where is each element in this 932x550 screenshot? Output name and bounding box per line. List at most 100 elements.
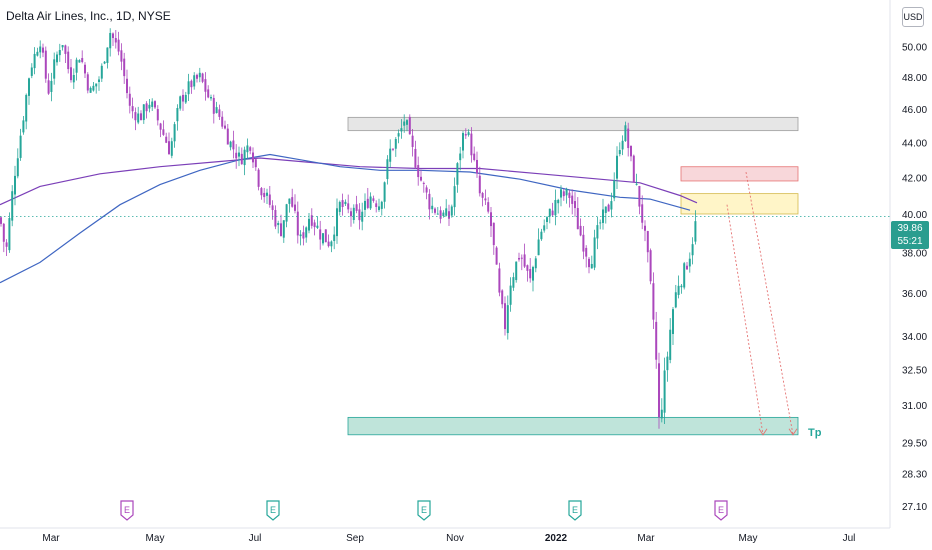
candle-body bbox=[582, 234, 585, 252]
supply-red-zone[interactable] bbox=[680, 166, 799, 182]
candle-body bbox=[277, 222, 280, 226]
candle-body bbox=[464, 134, 467, 136]
candle-body bbox=[254, 159, 257, 168]
earnings-badge-icon bbox=[266, 500, 280, 521]
candle-body bbox=[495, 247, 498, 265]
candle-body bbox=[36, 51, 39, 56]
candle-body bbox=[515, 261, 518, 281]
candle-body bbox=[64, 45, 67, 54]
candle-body bbox=[355, 204, 358, 211]
candle-body bbox=[322, 233, 324, 244]
candle-body bbox=[548, 208, 551, 217]
candle-body bbox=[117, 39, 120, 52]
candle-body bbox=[162, 129, 165, 135]
candle-body bbox=[403, 121, 406, 126]
candle-body bbox=[156, 109, 159, 121]
supply-yellow-zone[interactable] bbox=[680, 193, 799, 215]
candle-body bbox=[529, 269, 532, 279]
projection-layer bbox=[726, 171, 798, 436]
candle-body bbox=[394, 139, 397, 149]
candle-body bbox=[2, 223, 5, 242]
candle-body bbox=[280, 223, 282, 236]
candle-body bbox=[257, 169, 260, 187]
candle-body bbox=[8, 218, 11, 251]
candle-body bbox=[361, 211, 364, 222]
candle-body bbox=[131, 106, 134, 112]
candle-body bbox=[240, 153, 243, 165]
candle-body bbox=[543, 225, 546, 231]
candle-body bbox=[14, 175, 16, 195]
candle-body bbox=[618, 149, 621, 155]
chart-title: Delta Air Lines, Inc., 1D, NYSE bbox=[6, 9, 171, 23]
candle-body bbox=[140, 113, 142, 121]
candle-body bbox=[599, 222, 602, 224]
price-axis: 50.00 48.00 46.00 44.00 42.00 40.00 38.00 36.00… bbox=[902, 43, 927, 513]
candle-body bbox=[658, 363, 660, 418]
candle-body bbox=[266, 192, 268, 196]
price-tick: 32.50 bbox=[902, 366, 927, 377]
price-tick: 28.30 bbox=[902, 470, 927, 481]
candle-body bbox=[414, 148, 417, 168]
target-tp-zone[interactable] bbox=[347, 416, 799, 436]
candle-body bbox=[238, 152, 240, 157]
candle-body bbox=[198, 72, 201, 78]
candle-body bbox=[159, 123, 162, 130]
candle-body bbox=[330, 241, 333, 247]
candle-body bbox=[81, 58, 84, 63]
earnings-marker[interactable]: E bbox=[266, 500, 280, 521]
candle-body bbox=[644, 225, 646, 231]
candle-body bbox=[120, 50, 123, 62]
candle-body bbox=[512, 277, 515, 288]
candle-body bbox=[271, 205, 274, 210]
candle-body bbox=[593, 237, 596, 268]
earnings-marker[interactable]: E bbox=[568, 500, 582, 521]
candle-body bbox=[453, 186, 456, 208]
candle-body bbox=[215, 107, 218, 114]
candle-body bbox=[299, 234, 302, 237]
tp-label: Tp bbox=[808, 427, 822, 439]
candle-body bbox=[467, 132, 470, 136]
earnings-marker[interactable]: E bbox=[417, 500, 431, 521]
candle-body bbox=[308, 218, 310, 231]
time-tick: Sep bbox=[346, 533, 364, 544]
last-price: 39.86 bbox=[897, 223, 923, 234]
candle-body bbox=[490, 212, 492, 227]
candle-body bbox=[526, 265, 529, 271]
candle-body bbox=[448, 211, 450, 219]
candle-body bbox=[520, 257, 523, 259]
candle-body bbox=[579, 225, 582, 236]
candle-body bbox=[282, 220, 285, 238]
candle-body bbox=[210, 97, 212, 99]
candle-body bbox=[588, 258, 590, 268]
candle-body bbox=[677, 285, 680, 295]
candle-body bbox=[641, 204, 644, 223]
candle-body bbox=[221, 116, 224, 127]
candle-body bbox=[596, 225, 599, 239]
candle-body bbox=[652, 283, 655, 320]
candle-body bbox=[420, 176, 422, 181]
candle-body bbox=[151, 101, 154, 107]
candle-body bbox=[680, 285, 683, 288]
candle-body bbox=[557, 199, 560, 204]
earnings-marker[interactable]: E bbox=[714, 500, 728, 521]
candle-body bbox=[551, 210, 554, 216]
resistance-top-zone[interactable] bbox=[347, 116, 799, 132]
earnings-badge-icon bbox=[568, 500, 582, 521]
candle-body bbox=[428, 193, 431, 210]
candle-body bbox=[604, 206, 607, 213]
candle-body bbox=[630, 145, 632, 157]
candle-body bbox=[635, 183, 638, 185]
earnings-marker[interactable]: E bbox=[120, 500, 134, 521]
candle-body bbox=[196, 74, 198, 79]
currency-button[interactable]: USD bbox=[902, 7, 924, 27]
time-tick: Nov bbox=[446, 533, 464, 544]
price-tick: 31.00 bbox=[902, 401, 927, 412]
candle-body bbox=[660, 409, 663, 419]
candle-body bbox=[56, 54, 58, 63]
candle-body bbox=[688, 258, 691, 267]
projection-arrow[interactable] bbox=[745, 171, 794, 435]
price-tick: 42.00 bbox=[902, 173, 927, 184]
candle-body bbox=[201, 73, 204, 82]
projection-arrow[interactable] bbox=[726, 204, 764, 435]
